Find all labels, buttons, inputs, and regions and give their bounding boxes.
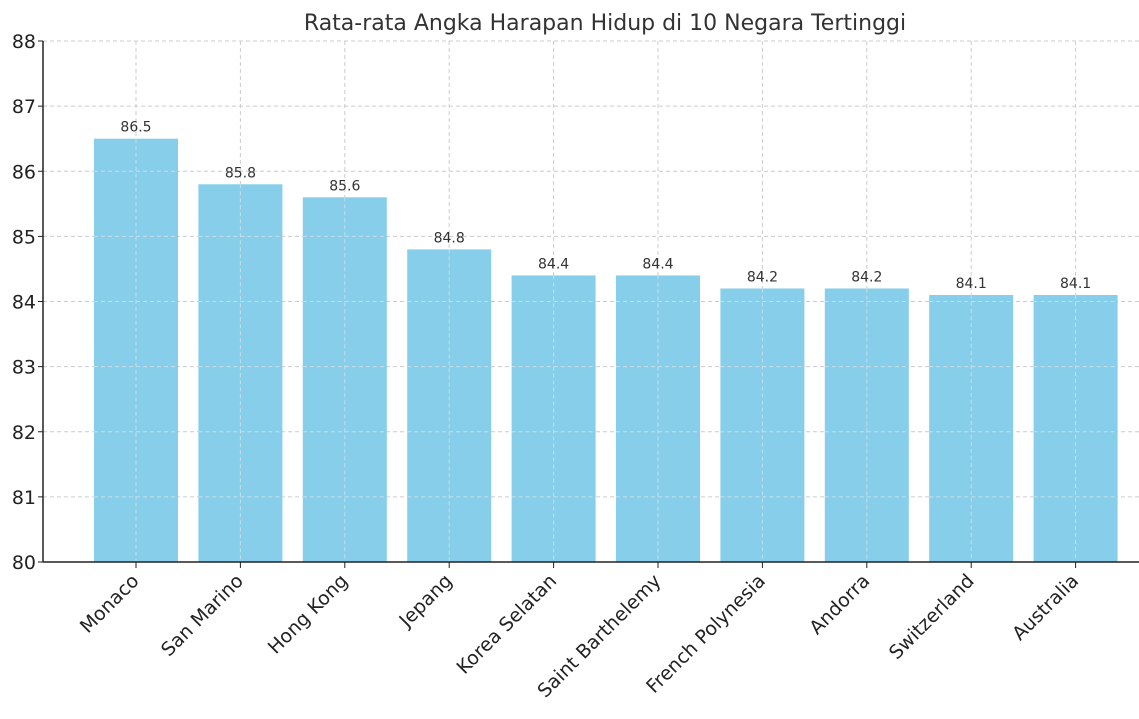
x-tick-label: San Marino: [157, 570, 248, 661]
bars: [94, 138, 1118, 563]
y-tick-label: 86: [12, 161, 36, 183]
y-tick-label: 87: [12, 96, 36, 118]
bar-value-label: 86.5: [120, 120, 151, 136]
y-tick-label: 81: [12, 487, 36, 509]
data-labels: 86.5 85.8 85.6 84.8 84.4 84.4 84.2 84.2 84.1 84.1: [94, 120, 1118, 562]
x-tick-label: Monaco: [76, 570, 144, 638]
y-axis-ticks: 80 81 82 83 84 85 86 87 88: [12, 31, 43, 574]
x-tick-label: Jepang: [394, 570, 456, 632]
y-tick-label: 84: [12, 292, 36, 314]
x-tick-label: Korea Selatan: [452, 570, 561, 679]
bar-value-label: 84.2: [851, 269, 882, 285]
y-tick-label: 88: [12, 31, 36, 53]
y-tick-label: 82: [12, 422, 36, 444]
x-tick-label: Switzerland: [885, 570, 979, 664]
bar-value-label: 84.4: [642, 256, 673, 272]
bar-value-label: 84.2: [747, 269, 778, 285]
bar-value-label: 84.1: [1060, 276, 1091, 292]
y-tick-label: 83: [12, 357, 36, 379]
chart-title: Rata-rata Angka Harapan Hidup di 10 Nega…: [304, 11, 906, 36]
x-tick-label: Andorra: [805, 570, 874, 639]
bar-value-label: 84.8: [434, 230, 465, 246]
y-tick-label: 85: [12, 226, 36, 248]
bar-value-label: 84.4: [538, 256, 569, 272]
bar: [198, 184, 283, 562]
x-tick-label: Hong Kong: [264, 570, 353, 659]
bar-value-label: 84.1: [956, 276, 987, 292]
bar-value-label: 85.8: [225, 165, 256, 181]
x-tick-label: Australia: [1008, 570, 1083, 645]
bar-value-label: 85.6: [329, 178, 360, 194]
y-tick-label: 80: [12, 552, 36, 574]
